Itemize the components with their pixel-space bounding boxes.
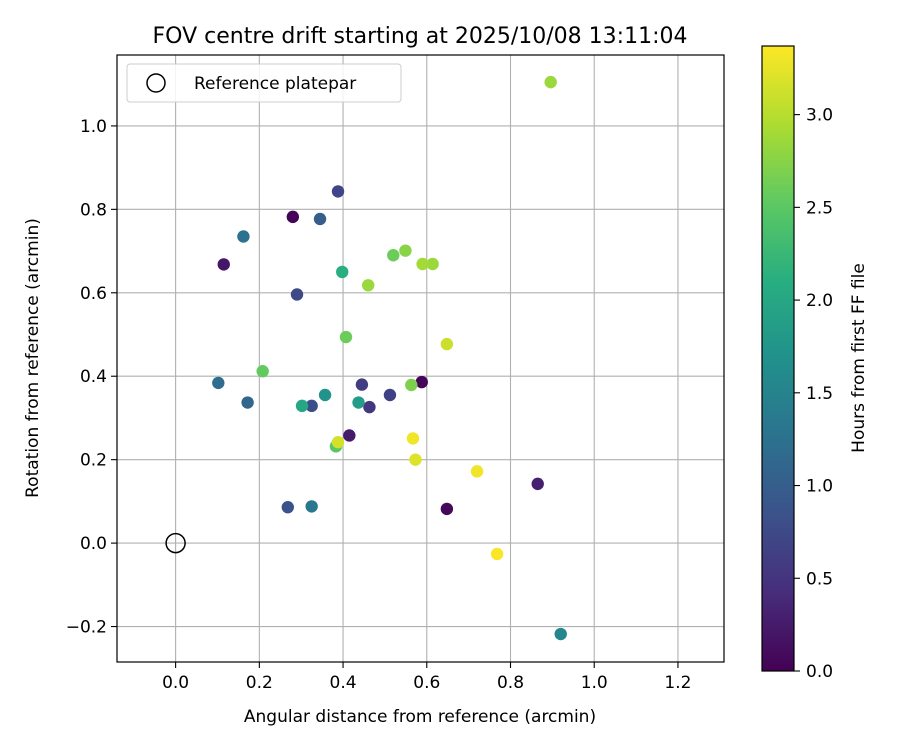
x-axis-ticks: 0.0 0.2 0.4 0.6 0.8 1.0 1.2 — [162, 662, 691, 693]
data-point — [426, 257, 439, 271]
x-tick-label: 0.6 — [413, 673, 440, 693]
data-point — [241, 396, 254, 409]
x-tick-label: 1.2 — [664, 673, 691, 693]
y-axis-ticks: −0.2 0.0 0.2 0.4 0.6 0.8 1.0 — [66, 117, 117, 638]
reference-marker — [165, 532, 186, 554]
data-point — [490, 547, 504, 561]
y-tick-label: −0.2 — [66, 618, 107, 638]
data-point — [331, 435, 345, 449]
reference-platepar-point — [165, 532, 186, 554]
data-point — [409, 453, 422, 466]
data-point — [217, 258, 230, 271]
y-axis-label: Rotation from reference (arcmin) — [23, 218, 43, 498]
data-point — [544, 75, 557, 89]
data-point — [531, 477, 544, 491]
plot-frame — [116, 54, 725, 663]
colorbar-tick-label: 1.0 — [806, 477, 833, 497]
data-point — [440, 502, 454, 516]
data-point — [406, 432, 420, 445]
data-point — [416, 257, 429, 271]
data-point — [361, 279, 375, 292]
data-point — [256, 365, 269, 378]
x-tick-label: 0.8 — [497, 673, 524, 693]
colorbar-tick-label: 0.0 — [806, 662, 833, 682]
y-tick-label: 0.8 — [80, 200, 107, 220]
colorbar-tick-label: 2.0 — [806, 291, 833, 311]
data-point — [295, 399, 309, 413]
colorbar-gradient — [761, 45, 795, 672]
data-point — [237, 230, 250, 243]
data-point — [305, 500, 318, 513]
colorbar-ticks: 0.0 0.5 1.0 1.5 2.0 2.5 3.0 — [794, 106, 833, 682]
data-point — [440, 337, 454, 351]
legend: Reference platepar — [126, 63, 402, 103]
data-point — [318, 388, 332, 402]
y-tick-label: 0.6 — [80, 284, 107, 304]
data-point — [399, 244, 412, 257]
x-axis-label: Angular distance from reference (arcmin) — [244, 707, 596, 727]
y-tick-label: 0.4 — [80, 367, 107, 387]
data-point — [355, 378, 369, 391]
colorbar-tick-label: 0.5 — [806, 569, 833, 589]
x-tick-label: 0.0 — [162, 673, 189, 693]
legend-box — [126, 63, 402, 103]
x-tick-label: 0.4 — [330, 673, 357, 693]
data-point — [212, 376, 225, 390]
colorbar-tick-label: 2.5 — [806, 198, 833, 218]
data-point — [281, 501, 294, 514]
grid-lines — [117, 55, 724, 662]
colorbar-label: Hours from first FF file — [849, 263, 869, 453]
colorbar: 0.0 0.5 1.0 1.5 2.0 2.5 3.0 Hours from first F… — [761, 45, 869, 682]
colorbar-tick-label: 1.5 — [806, 384, 833, 404]
x-tick-label: 0.2 — [246, 673, 273, 693]
data-point — [352, 396, 365, 409]
data-point — [331, 185, 345, 198]
y-tick-label: 0.0 — [80, 534, 107, 554]
x-tick-label: 1.0 — [581, 673, 608, 693]
legend-entry-reference: Reference platepar — [194, 74, 356, 94]
data-points — [212, 75, 567, 641]
data-point — [387, 249, 400, 262]
data-point — [286, 210, 300, 224]
data-point — [554, 627, 567, 641]
data-point — [470, 465, 484, 478]
data-point — [313, 212, 327, 226]
colorbar-tick-label: 3.0 — [806, 106, 833, 126]
data-point — [405, 378, 418, 392]
data-point — [383, 388, 397, 402]
data-point — [290, 288, 304, 301]
y-tick-label: 1.0 — [80, 117, 107, 137]
data-point — [343, 429, 356, 442]
data-point — [339, 330, 353, 344]
y-tick-label: 0.2 — [80, 451, 107, 471]
legend-reference-marker-icon — [146, 73, 166, 93]
data-point — [363, 400, 376, 414]
data-point — [415, 375, 428, 389]
chart-title: FOV centre drift starting at 2025/10/08 … — [153, 24, 688, 49]
data-point — [336, 265, 349, 279]
data-point — [305, 399, 318, 413]
